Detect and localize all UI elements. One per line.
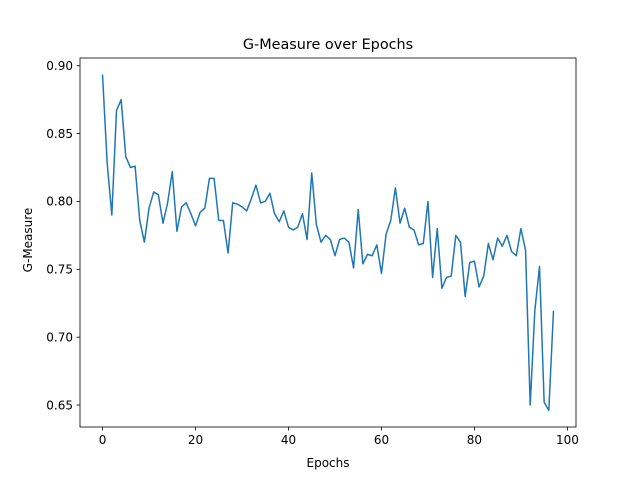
chart-title: G-Measure over Epochs	[243, 37, 413, 53]
y-tick-label: 0.75	[46, 263, 73, 277]
x-tick-label: 100	[556, 433, 579, 447]
y-tick-label: 0.85	[46, 127, 73, 141]
y-tick-label: 0.70	[46, 330, 73, 344]
x-tick-label: 0	[99, 433, 107, 447]
y-axis: 0.65 0.70 0.75 0.80 0.85 0.90	[46, 59, 80, 412]
x-tick-label: 20	[188, 433, 203, 447]
plot-area	[101, 74, 555, 412]
y-tick-label: 0.90	[46, 59, 73, 73]
series-line-0	[101, 74, 555, 412]
y-axis-label: G-Measure	[21, 208, 35, 273]
x-axis: 0 20 40 60 80 100	[99, 427, 579, 447]
y-tick-label: 0.65	[46, 398, 73, 412]
x-tick-label: 40	[281, 433, 296, 447]
x-axis-label: Epochs	[307, 456, 350, 470]
x-tick-label: 80	[467, 433, 482, 447]
x-tick-label: 60	[374, 433, 389, 447]
axes-frame	[79, 57, 577, 428]
y-tick-label: 0.80	[46, 195, 73, 209]
